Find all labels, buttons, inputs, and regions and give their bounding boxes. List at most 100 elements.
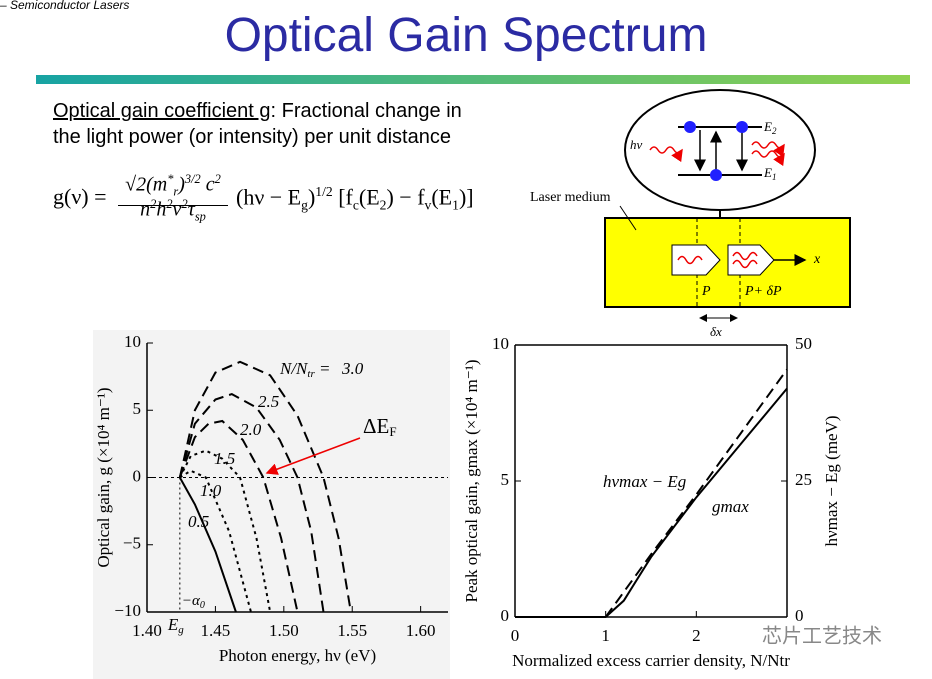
formula-part: 2 bbox=[150, 197, 157, 211]
formula-part: ) bbox=[178, 173, 185, 196]
formula-part: ) − f bbox=[386, 184, 425, 210]
formula-part: E bbox=[763, 165, 772, 180]
x-tick-label: 1.40 bbox=[132, 621, 162, 640]
formula-part: 2 bbox=[166, 197, 173, 211]
eg-sub: g bbox=[178, 624, 184, 636]
formula-part: c bbox=[200, 173, 215, 196]
term: Optical gain coefficient g bbox=[53, 100, 271, 122]
formula-rest: (hν − Eg)1/2 [fc(E2) − fv(E1)] bbox=[236, 184, 474, 214]
formula-part: [f bbox=[332, 184, 353, 210]
series-line bbox=[178, 360, 352, 613]
formula-part: c bbox=[352, 197, 359, 213]
y-tick-label: 5 bbox=[133, 399, 142, 418]
x-tick-label: 1 bbox=[601, 626, 610, 645]
series-label: 1.0 bbox=[200, 481, 222, 500]
course-name: – Semiconductor Lasers bbox=[0, 0, 130, 12]
formula-part: v bbox=[424, 197, 432, 213]
formula-part: (hν − E bbox=[236, 184, 302, 210]
text-line: Optical gain coefficient g: Fractional c… bbox=[53, 100, 462, 123]
photon-label: hν bbox=[630, 137, 643, 152]
y-tick-label: 10 bbox=[124, 332, 141, 351]
formula-part: 1 bbox=[772, 172, 777, 182]
length-label: δx bbox=[710, 324, 722, 339]
alpha-label: −α0 bbox=[182, 593, 205, 611]
watermark: 芯片工艺技术 bbox=[762, 624, 882, 648]
y-tick-label: 10 bbox=[492, 334, 509, 353]
series-label: gmax bbox=[712, 497, 749, 516]
formula-part: n bbox=[140, 198, 151, 221]
delta-ef-label: ΔEF bbox=[363, 414, 397, 439]
formula-part: r bbox=[173, 184, 179, 199]
series-label: 0.5 bbox=[188, 512, 209, 531]
axis-label: x bbox=[813, 252, 821, 267]
formula-part: 2 bbox=[772, 126, 777, 136]
y-axis-label: Optical gain, g (×10⁴ m⁻¹) bbox=[94, 387, 113, 567]
y-axis-label: Peak optical gain, gmax (×10⁴ m⁻¹) bbox=[462, 360, 481, 603]
y-tick-label: −5 bbox=[123, 534, 141, 553]
formula-part: 2 bbox=[181, 197, 188, 211]
y2-tick-label: 25 bbox=[795, 470, 812, 489]
y-tick-label: 0 bbox=[501, 606, 510, 625]
text: : Fractional change in bbox=[270, 100, 462, 122]
ratio-text: N/N bbox=[279, 359, 309, 378]
y2-tick-label: 0 bbox=[795, 606, 804, 625]
alpha-sub: 0 bbox=[200, 600, 205, 611]
series-line bbox=[178, 449, 272, 613]
formula-part: 2 bbox=[214, 172, 221, 186]
formula-part: √2(m bbox=[125, 173, 168, 196]
y-tick-label: −10 bbox=[114, 601, 141, 620]
annotation-arrow bbox=[265, 437, 361, 475]
x-tick-label: 0 bbox=[511, 626, 520, 645]
series-line bbox=[178, 419, 299, 613]
ratio-sub: tr bbox=[307, 368, 315, 380]
x-axis-label: Normalized excess carrier density, N/Ntr bbox=[512, 651, 790, 670]
formula-part: g bbox=[301, 197, 308, 213]
formula-part: 2 bbox=[379, 197, 387, 213]
eg-label: Eg bbox=[167, 615, 184, 636]
y-tick-label: 0 bbox=[133, 466, 142, 485]
formula-part: E bbox=[763, 119, 772, 134]
y-tick-label: 5 bbox=[501, 470, 510, 489]
x-tick-label: 1.55 bbox=[337, 621, 367, 640]
series-label: 1.5 bbox=[214, 449, 235, 468]
delta-sub: F bbox=[389, 424, 396, 439]
series-label: 2.5 bbox=[258, 392, 279, 411]
formula-part: sp bbox=[194, 209, 206, 224]
diagram: hν E2 E1 Laser medium x P P+ δP δx bbox=[530, 89, 851, 339]
eg-text: E bbox=[167, 615, 179, 634]
formula-lhs: g(ν) = bbox=[53, 184, 107, 209]
x-tick-label: 1.45 bbox=[201, 621, 231, 640]
ratio-eq: = bbox=[315, 359, 331, 378]
formula-part: 1 bbox=[452, 197, 459, 213]
formula-denominator: n2h2ν2τsp bbox=[118, 197, 228, 225]
series-line bbox=[178, 477, 237, 613]
formula-part: ) bbox=[307, 184, 316, 210]
formula-part: )] bbox=[458, 184, 474, 210]
power-out-label: P+ δP bbox=[744, 284, 782, 299]
formula-part: h bbox=[156, 198, 167, 221]
series-line bbox=[179, 469, 252, 613]
x-tick-label: 1.60 bbox=[406, 621, 436, 640]
formula-part: 3/2 bbox=[184, 172, 201, 186]
formula-numerator: √2(m*r)3/2 c2 bbox=[118, 166, 228, 206]
formula-part: ν bbox=[172, 198, 182, 221]
x-tick-label: 2 bbox=[692, 626, 701, 645]
series-label: 3.0 bbox=[341, 359, 364, 378]
formula-part: (E bbox=[358, 184, 380, 210]
x-axis-label: Photon energy, hν (eV) bbox=[219, 646, 376, 665]
formula-part: * bbox=[167, 172, 174, 186]
alpha-text: −α bbox=[182, 593, 201, 609]
text-line: the light power (or intensity) per unit … bbox=[53, 126, 451, 148]
delta-text: ΔE bbox=[363, 414, 389, 438]
title-bar bbox=[36, 75, 910, 84]
x-tick-label: 1.50 bbox=[269, 621, 299, 640]
lower-level-label: E1 bbox=[763, 165, 776, 182]
y2-tick-label: 50 bbox=[795, 334, 812, 353]
formula-part: 1/2 bbox=[315, 184, 333, 199]
formula-part: (E bbox=[431, 184, 453, 210]
upper-level-label: E2 bbox=[763, 119, 777, 136]
formula-part: τ bbox=[187, 198, 195, 221]
ratio-label: N/Ntr = bbox=[279, 359, 330, 380]
